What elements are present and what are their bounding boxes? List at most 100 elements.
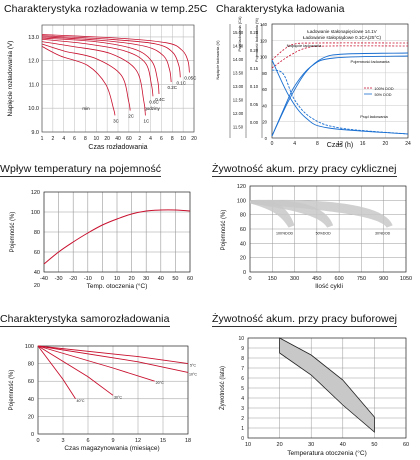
x-tick-label: 3 (61, 438, 64, 444)
discharge-panel: Charakterystyka rozładowania w temp.25C … (0, 0, 210, 151)
self-discharge-curve (37, 345, 189, 365)
y-axis-label: Napięcie rozładowania (V) (7, 41, 14, 117)
x-tick-label: 50 (172, 276, 178, 282)
x-tick-label: 12 (337, 141, 343, 147)
y-tick-label: 0 (243, 270, 246, 276)
current-tick: 0.20 (250, 48, 259, 53)
x-tick-label: 10 (180, 136, 186, 142)
capacity-curve (271, 52, 409, 137)
float-life-band (279, 337, 375, 433)
y-tick-label: 0 (31, 432, 34, 438)
x-tick-label: 20 (104, 136, 110, 142)
y-tick-label: 40 (28, 397, 34, 403)
capacity-tick: 60 (262, 87, 267, 92)
x-tick-label: 1050 (400, 276, 412, 282)
plot-frame (37, 345, 189, 435)
x-unit-min: min (82, 106, 90, 111)
y-tick-label: 40 (34, 270, 40, 276)
cycle-band-label: 100%DOD (276, 232, 294, 236)
x-tick-label: 16 (360, 141, 366, 147)
volt-tick: 13.50 (233, 71, 244, 76)
x-tick-label: 15 (160, 438, 166, 444)
x-tick-label: 20 (191, 136, 197, 142)
y-tick-label: 80 (240, 213, 246, 219)
plot-frame (271, 23, 409, 139)
discharge-curve (41, 46, 116, 116)
self-discharge-curve (37, 345, 76, 400)
current-curve-2 (271, 59, 409, 135)
charging-title: Charakterystyka ładowania (216, 3, 345, 15)
x-tick-label: 6 (160, 136, 163, 142)
x-tick-label: 12 (135, 438, 141, 444)
plot-frame (41, 24, 195, 133)
self-discharge-curve (37, 345, 114, 396)
capacity-temperature-curve (43, 209, 191, 265)
y-tick-label: 13.0 (28, 35, 39, 41)
current-tick: 0.15 (250, 66, 259, 71)
curve-label: 2C (128, 114, 135, 119)
discharge-curve (41, 36, 172, 83)
discharge-chart: 9.0 10.0 11.0 12.0 13.0 1 2 4 6 8 10 20 40 60 2 4 6 8 10 20… (7, 24, 197, 151)
x-tick-label: 60 (126, 136, 132, 142)
y-tick-label: 100 (31, 210, 40, 216)
capacity-tick: 120 (260, 38, 268, 43)
cycle-band-label: 30%DOD (375, 232, 391, 236)
selfdischarge-chart: 0 3 6 9 12 15 18 0 20 40 60 80 100 40°C 30°C 20°C 10°C 5°… (9, 344, 197, 452)
x-tick-label: 60 (187, 276, 193, 282)
x-tick-label: 20 (277, 442, 283, 448)
x-tick-label: 50 (371, 442, 377, 448)
capacity-tick: 80 (262, 71, 267, 76)
voltage-curve-2 (271, 45, 409, 69)
self-discharge-label: 5°C (190, 364, 196, 368)
discharge-curve (41, 37, 160, 95)
curve-label: 0.1C (177, 80, 187, 85)
x-tick-label: 8 (316, 141, 319, 147)
x-tick-label: 40 (158, 276, 164, 282)
cycle-panel: Żywotność akum. przy pracy cyklicznej 0 1… (212, 160, 420, 310)
x-tick-label: 750 (357, 276, 366, 282)
x-tick-label: 30 (143, 276, 149, 282)
cycle-band (250, 199, 295, 228)
y-tick-label: 2 (241, 416, 244, 422)
y-tick-label: 20 (34, 283, 40, 289)
selfdischarge-title: Charakterystyka samorozładowania (0, 313, 170, 327)
capacity-tick: 20 (262, 120, 267, 125)
voltage-curve (271, 42, 409, 61)
y-axis-label: Żywotność (lata) (219, 366, 226, 410)
float-chart: 10 20 30 40 50 60 0 1 2 3 4 5 6 7 8 9 10 Temperatura otoc… (219, 336, 409, 457)
y-tick-label: 10 (238, 336, 244, 342)
y-tick-label: 100 (237, 198, 246, 204)
y-axis-label: Pojemność (%) (9, 370, 15, 411)
y-tick-label: 80 (28, 362, 34, 368)
capacity-axis-label: Pojemność ładowania (%) (255, 17, 259, 62)
self-discharge-label: 30°C (114, 395, 122, 399)
x-tick-label: 40 (340, 442, 346, 448)
x-tick-label: 6 (73, 136, 76, 142)
y-tick-label: 3 (241, 406, 244, 412)
self-discharge-curve (37, 345, 189, 373)
volt-tick: 14.50 (233, 44, 244, 49)
y-tick-label: 10.0 (28, 106, 39, 112)
x-tick-label: 0 (36, 438, 39, 444)
legend-capacity: Pojemność ładowania (351, 59, 391, 64)
y-tick-label: 12.0 (28, 59, 39, 65)
volt-tick: 13.00 (233, 84, 244, 89)
x-tick-label: 20 (383, 141, 389, 147)
charging-panel: Charakterystyka ładowania 0 4 8 12 16 20 24 15.… (212, 0, 420, 150)
x-tick-label: 300 (290, 276, 299, 282)
x-unit-hours: godziny (144, 106, 160, 111)
capacity-tick: 40 (262, 103, 267, 108)
discharge-curve (41, 35, 181, 78)
y-tick-label: 7 (241, 366, 244, 372)
x-tick-label: 6 (86, 438, 89, 444)
x-tick-label: -30 (55, 276, 63, 282)
charging-chart: 0 4 8 12 16 20 24 15.00 14.50 14.00 13.50 13.00 12.5… (216, 16, 411, 149)
y-tick-label: 1 (241, 426, 244, 432)
x-tick-label: 900 (379, 276, 388, 282)
y-tick-label: 100 (25, 344, 34, 350)
x-tick-label: 4 (62, 136, 65, 142)
x-tick-label: 0 (101, 276, 104, 282)
self-discharge-label: 20°C (156, 381, 164, 385)
x-tick-label: 10 (245, 442, 251, 448)
